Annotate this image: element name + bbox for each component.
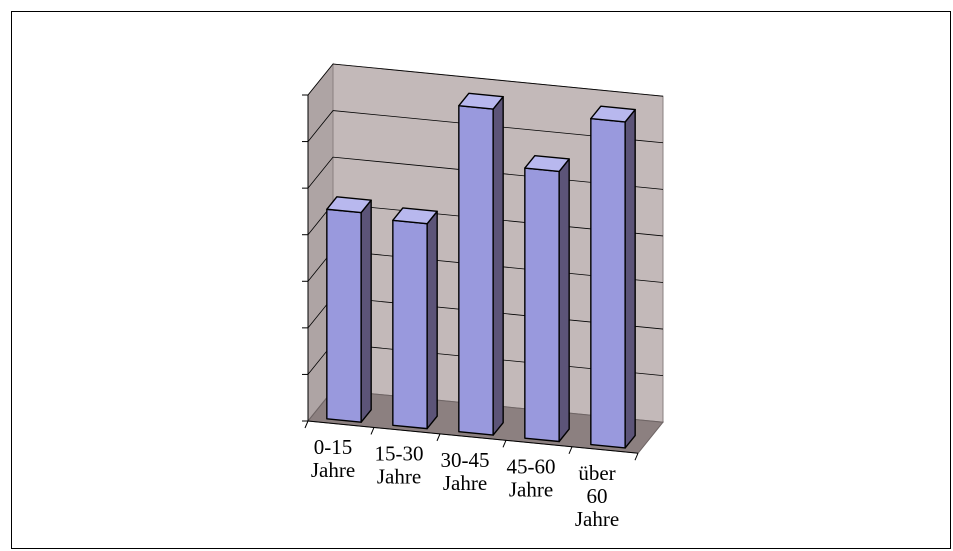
category-label-line: Jahre — [443, 471, 487, 495]
category-label-line: 30-45 — [441, 448, 490, 472]
x-tick — [634, 453, 639, 461]
gridline — [307, 63, 664, 97]
bar-side — [492, 95, 504, 436]
bar-front — [392, 219, 428, 430]
category-label-line: über — [578, 461, 615, 485]
bars — [326, 92, 636, 449]
category-label-line: Jahre — [575, 507, 619, 531]
bar-2 — [458, 92, 504, 436]
bar-top — [458, 92, 504, 110]
bar-0 — [326, 196, 372, 423]
y-axis — [302, 94, 309, 422]
category-label-2: 30-45 Jahre — [441, 448, 490, 495]
x-axis-line — [307, 420, 639, 454]
bar-side — [624, 108, 636, 449]
x-axis — [304, 420, 639, 461]
x-tick — [568, 446, 573, 454]
category-label-line: 45-60 — [507, 455, 556, 479]
gridline — [307, 110, 664, 144]
bar-top — [326, 196, 372, 214]
bar-1 — [392, 207, 438, 430]
category-label-line: 15-30 — [375, 442, 424, 466]
bar-top — [524, 154, 570, 173]
bar-top — [392, 207, 438, 225]
x-tick — [370, 427, 375, 435]
category-label-4: über 60 Jahre — [575, 461, 619, 531]
x-tick — [304, 420, 309, 429]
category-label-3: 45-60 Jahre — [507, 455, 556, 502]
bar-front — [326, 208, 362, 423]
bar-side — [360, 199, 372, 423]
category-label-line: 60 — [587, 484, 608, 508]
category-label-line: 0-15 — [314, 435, 353, 459]
category-label-0: 0-15 Jahre — [311, 435, 355, 482]
bar-front — [524, 167, 560, 443]
x-tick — [502, 440, 507, 448]
bar-side — [558, 158, 570, 443]
bar-4 — [590, 105, 636, 449]
bar-front — [458, 105, 494, 436]
bar-front — [590, 117, 626, 449]
category-label-1: 15-30 Jahre — [375, 442, 424, 489]
bar-3 — [524, 154, 570, 443]
category-label-line: Jahre — [311, 458, 355, 482]
bar-top — [590, 105, 636, 123]
category-label-line: Jahre — [377, 465, 421, 489]
x-tick — [436, 433, 441, 442]
category-label-line: Jahre — [509, 478, 553, 502]
bar-side — [426, 210, 438, 430]
